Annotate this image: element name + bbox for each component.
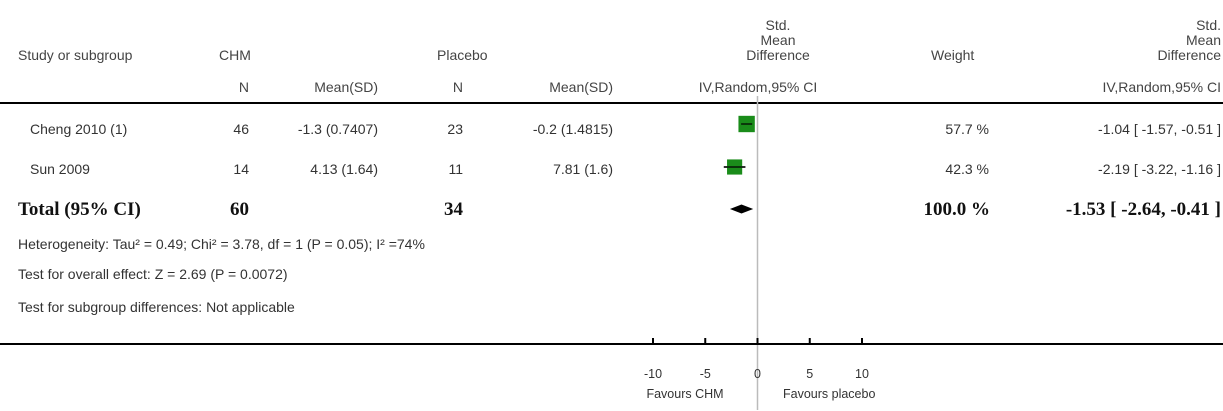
header-study: Study or subgroup [18, 47, 133, 63]
study-weight: 57.7 % [945, 121, 989, 137]
study-n2: 11 [448, 161, 463, 177]
header-effect-line-2: Mean [1185, 32, 1221, 48]
header-rule [0, 102, 1223, 104]
header-n1: N [238, 79, 249, 95]
favours-left-label: Favours CHM [646, 387, 724, 401]
study-meansd2: -0.2 (1.4815) [532, 121, 613, 137]
x-tick-label: -5 [700, 367, 711, 381]
x-tick-label: 5 [806, 367, 813, 381]
study-ci: -2.19 [ -3.22, -1.16 ] [1098, 161, 1221, 177]
subgroup-differences-note: Test for subgroup differences: Not appli… [18, 299, 295, 315]
header-weight: Weight [931, 47, 975, 63]
heterogeneity-note: Heterogeneity: Tau² = 0.49; Chi² = 3.78,… [18, 236, 425, 252]
favours-right-label: Favours placebo [783, 387, 876, 401]
header-effect-line-3: Difference [1157, 47, 1221, 63]
header-effect-line-1: Std. [1196, 17, 1221, 33]
study-n1: 46 [233, 121, 249, 137]
study-meansd1: -1.3 (0.7407) [297, 121, 378, 137]
header-group1: CHM [219, 47, 251, 63]
study-weight: 42.3 % [945, 161, 989, 177]
overall-effect-note: Test for overall effect: Z = 2.69 (P = 0… [18, 266, 288, 282]
total-weight: 100.0 % [923, 199, 991, 220]
total-label: Total (95% CI) [18, 199, 141, 220]
header-plot-line-3: Difference [746, 47, 810, 63]
study-n1: 14 [233, 161, 249, 177]
header-plot-line-2: Mean [760, 32, 796, 48]
study-ci: -1.04 [ -1.57, -0.51 ] [1098, 121, 1221, 137]
total-n1: 60 [230, 199, 249, 220]
x-tick-label: 10 [855, 367, 869, 381]
study-meansd2: 7.81 (1.6) [553, 161, 613, 177]
header-plot-method: IV,Random,95% CI [698, 79, 818, 95]
header-n2: N [452, 79, 463, 95]
x-tick-label: 0 [754, 367, 761, 381]
footer-rule [0, 343, 1223, 345]
header-group2: Placebo [437, 47, 488, 63]
pooled-diamond [729, 204, 754, 214]
total-ci: -1.53 [ -2.64, -0.41 ] [1065, 199, 1221, 220]
study-name: Sun 2009 [30, 161, 90, 177]
header-meansd2: Mean(SD) [549, 79, 613, 95]
study-name: Cheng 2010 (1) [30, 121, 128, 137]
study-n2: 23 [447, 121, 463, 137]
header-effect-method: IV,Random,95% CI [1102, 79, 1221, 95]
x-tick-label: -10 [644, 367, 662, 381]
study-meansd1: 4.13 (1.64) [310, 161, 378, 177]
header-plot-line-1: Std. [765, 17, 791, 33]
header-meansd1: Mean(SD) [314, 79, 378, 95]
total-n2: 34 [444, 199, 463, 220]
